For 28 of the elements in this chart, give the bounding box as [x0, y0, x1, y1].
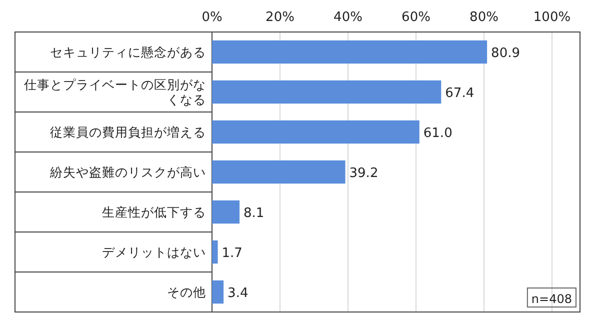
bar	[212, 80, 442, 104]
x-tick-label: 20%	[266, 10, 294, 25]
data-label: 1.7	[222, 246, 242, 261]
x-tick-label: 40%	[334, 10, 362, 25]
annotation: n=408	[531, 292, 572, 306]
x-tick-label: 60%	[402, 10, 430, 25]
y-tick-label: デメリットはない	[102, 244, 206, 260]
y-tick-label: 仕事とプライベートの区別がなくなる	[23, 77, 206, 107]
y-tick-label: 生産性が低下する	[102, 204, 206, 220]
bar	[212, 240, 218, 264]
x-tick-label: 80%	[470, 10, 498, 25]
bar	[212, 120, 420, 144]
bar	[212, 280, 224, 304]
y-tick-label: 従業員の費用負担が増える	[50, 124, 206, 140]
data-label: 61.0	[423, 126, 452, 141]
bar	[212, 40, 488, 64]
y-tick-label: その他	[167, 284, 206, 300]
bar	[212, 200, 240, 224]
data-label: 3.4	[228, 286, 248, 301]
x-tick-label: 100%	[533, 10, 571, 25]
x-tick-label: 0%	[202, 10, 222, 25]
y-tick-label: 紛失や盗難のリスクが高い	[49, 164, 206, 180]
bar	[212, 160, 346, 184]
data-label: 8.1	[244, 206, 264, 221]
data-label: 39.2	[349, 166, 378, 181]
data-label: 80.9	[491, 46, 520, 61]
y-tick-label: セキュリティに懸念がある	[50, 44, 206, 60]
data-label: 67.4	[445, 86, 474, 101]
